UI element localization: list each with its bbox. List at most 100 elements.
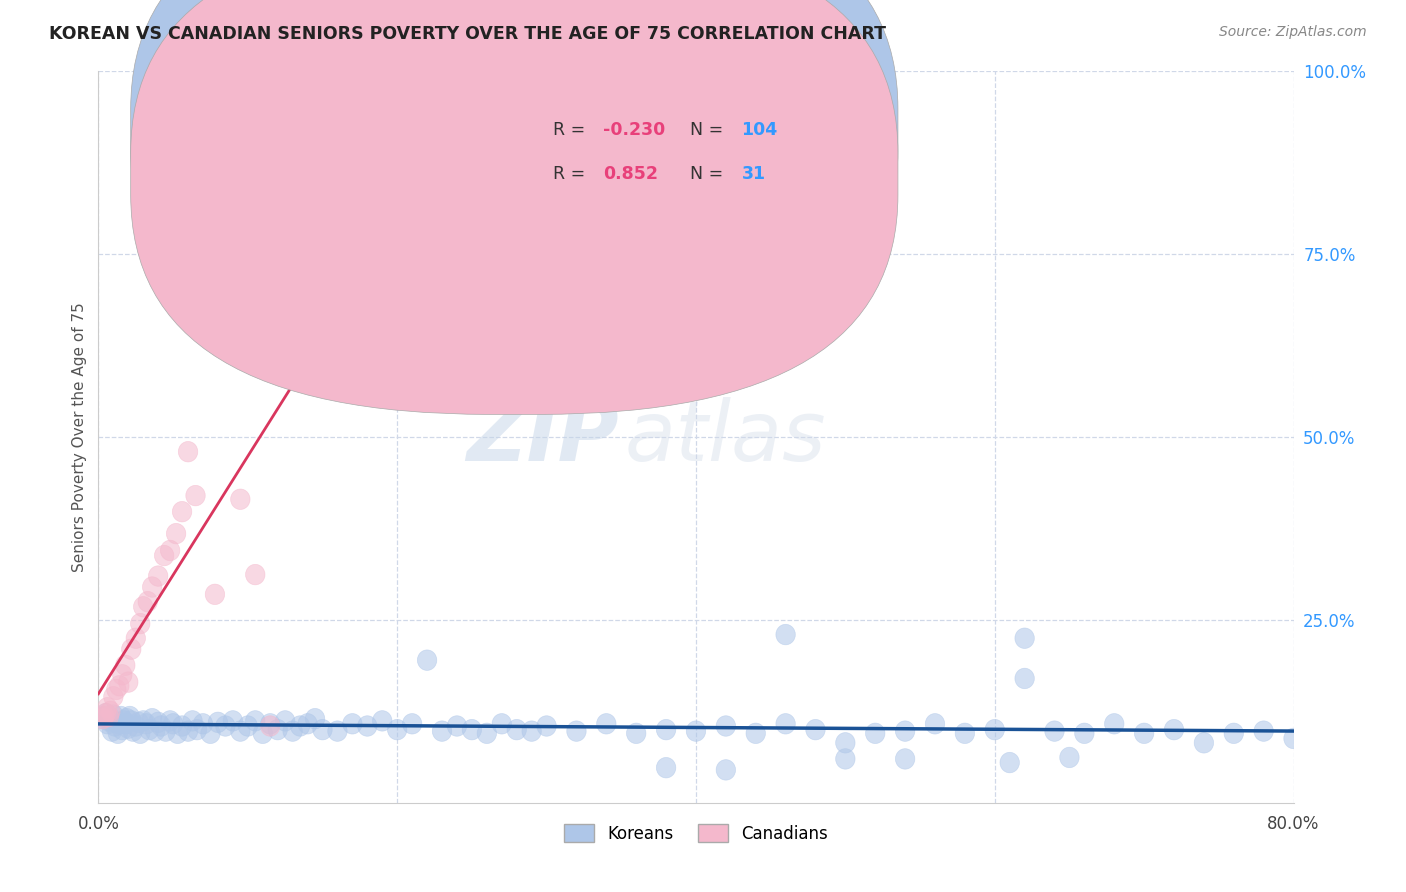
Ellipse shape	[129, 712, 149, 732]
Ellipse shape	[104, 687, 124, 707]
Ellipse shape	[1060, 747, 1080, 768]
Ellipse shape	[205, 584, 225, 605]
Ellipse shape	[101, 701, 120, 722]
Ellipse shape	[492, 714, 512, 734]
Ellipse shape	[373, 711, 392, 731]
Text: KOREAN VS CANADIAN SENIORS POVERTY OVER THE AGE OF 75 CORRELATION CHART: KOREAN VS CANADIAN SENIORS POVERTY OVER …	[49, 25, 886, 43]
Text: ZIP: ZIP	[465, 397, 619, 477]
Ellipse shape	[215, 715, 235, 736]
Ellipse shape	[117, 708, 136, 729]
Ellipse shape	[139, 720, 159, 739]
Ellipse shape	[1194, 732, 1213, 753]
Ellipse shape	[260, 715, 280, 736]
Ellipse shape	[93, 708, 112, 729]
Ellipse shape	[187, 720, 207, 739]
Ellipse shape	[186, 485, 205, 506]
Ellipse shape	[96, 703, 115, 723]
Ellipse shape	[1135, 723, 1154, 744]
Ellipse shape	[776, 624, 796, 645]
Ellipse shape	[835, 732, 855, 753]
Ellipse shape	[201, 723, 221, 744]
Ellipse shape	[173, 715, 191, 736]
Ellipse shape	[260, 714, 280, 734]
Ellipse shape	[110, 714, 129, 734]
Ellipse shape	[127, 628, 145, 648]
Ellipse shape	[127, 715, 145, 736]
Legend: Koreans, Canadians: Koreans, Canadians	[557, 818, 835, 849]
Ellipse shape	[1015, 628, 1035, 648]
Ellipse shape	[179, 442, 198, 462]
Ellipse shape	[107, 679, 127, 699]
Ellipse shape	[108, 723, 128, 744]
Ellipse shape	[253, 723, 273, 744]
Ellipse shape	[149, 566, 167, 586]
Ellipse shape	[114, 711, 134, 731]
Ellipse shape	[776, 714, 796, 734]
Ellipse shape	[328, 721, 347, 741]
Ellipse shape	[120, 706, 139, 727]
Ellipse shape	[112, 720, 132, 739]
Ellipse shape	[716, 715, 735, 736]
Ellipse shape	[224, 711, 243, 731]
Text: Source: ZipAtlas.com: Source: ZipAtlas.com	[1219, 25, 1367, 39]
Ellipse shape	[986, 720, 1004, 739]
Ellipse shape	[1164, 720, 1184, 739]
Ellipse shape	[955, 723, 974, 744]
Ellipse shape	[167, 723, 187, 744]
Ellipse shape	[179, 721, 198, 741]
Ellipse shape	[1225, 723, 1243, 744]
Ellipse shape	[131, 614, 150, 634]
Ellipse shape	[173, 501, 191, 522]
Text: 104: 104	[741, 121, 778, 139]
Text: -0.230: -0.230	[603, 121, 665, 139]
Ellipse shape	[231, 721, 250, 741]
Ellipse shape	[343, 714, 363, 734]
Ellipse shape	[121, 711, 141, 731]
Ellipse shape	[97, 698, 117, 718]
Ellipse shape	[537, 715, 557, 736]
Ellipse shape	[107, 712, 127, 732]
Ellipse shape	[522, 721, 541, 741]
Ellipse shape	[1254, 721, 1274, 741]
Ellipse shape	[596, 714, 616, 734]
Ellipse shape	[134, 597, 153, 617]
FancyBboxPatch shape	[131, 0, 898, 415]
Ellipse shape	[896, 748, 915, 769]
Text: R =: R =	[553, 165, 591, 183]
Ellipse shape	[208, 712, 228, 732]
Ellipse shape	[183, 711, 202, 731]
Ellipse shape	[231, 489, 250, 509]
Ellipse shape	[103, 721, 121, 741]
Ellipse shape	[193, 714, 212, 734]
Ellipse shape	[131, 723, 150, 744]
Ellipse shape	[104, 705, 124, 725]
Ellipse shape	[163, 714, 183, 734]
Ellipse shape	[124, 721, 142, 741]
Ellipse shape	[402, 714, 422, 734]
Ellipse shape	[283, 721, 302, 741]
Ellipse shape	[111, 706, 131, 727]
Text: 0.852: 0.852	[603, 165, 658, 183]
Ellipse shape	[93, 708, 112, 729]
Ellipse shape	[806, 720, 825, 739]
Ellipse shape	[121, 639, 141, 659]
Ellipse shape	[432, 721, 451, 741]
Ellipse shape	[388, 720, 406, 739]
Ellipse shape	[138, 591, 157, 612]
Ellipse shape	[160, 541, 180, 561]
Ellipse shape	[276, 711, 295, 731]
Ellipse shape	[134, 711, 153, 731]
Ellipse shape	[657, 757, 676, 778]
Ellipse shape	[1074, 723, 1094, 744]
Ellipse shape	[118, 718, 138, 739]
Ellipse shape	[105, 715, 125, 736]
Ellipse shape	[96, 703, 115, 723]
Ellipse shape	[100, 706, 118, 727]
Ellipse shape	[142, 577, 162, 598]
Ellipse shape	[145, 721, 165, 741]
Ellipse shape	[110, 675, 129, 696]
Ellipse shape	[118, 672, 138, 692]
Ellipse shape	[567, 721, 586, 741]
Text: 31: 31	[741, 165, 765, 183]
FancyBboxPatch shape	[470, 101, 827, 214]
